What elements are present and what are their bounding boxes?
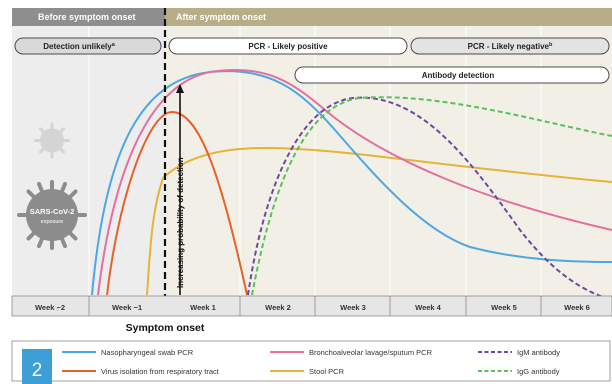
legend-item: Nasopharyngeal swab PCR: [62, 348, 194, 357]
detection-unlikely-pill: [14, 37, 162, 55]
legend-item: Bronchoalveolar lavage/sputum PCR: [270, 348, 433, 357]
detection-curves: [91, 68, 612, 301]
legend-label: IgG antibody: [517, 367, 560, 376]
figure-number: 2: [32, 360, 43, 381]
week-label: Week 5: [491, 303, 517, 312]
probability-axis-label: Increasing probability of detection: [176, 157, 185, 288]
curve-igm-antibody: [247, 96, 612, 301]
arrow-up-icon: [176, 84, 184, 93]
virus-exposure-sublabel: exposure: [41, 219, 64, 225]
legend-item: Stool PCR: [270, 367, 345, 376]
legend: [11, 340, 611, 382]
after-onset-header: [165, 8, 612, 26]
week-axis: [11, 295, 612, 317]
virus-exposure-label: SARS-CoV-2: [30, 207, 75, 216]
legend-item: IgM antibody: [478, 348, 560, 357]
legend-label: Bronchoalveolar lavage/sputum PCR: [309, 348, 433, 357]
week-label: Week 6: [564, 303, 590, 312]
symptom-onset-label: Symptom onset: [126, 322, 205, 334]
before-onset-header: [12, 8, 165, 26]
pcr-likely-positive-pill: [168, 37, 408, 55]
legend-label: Stool PCR: [309, 367, 345, 376]
legend-label: IgM antibody: [517, 348, 560, 357]
pcr-likely-positive-label: PCR - Likely positive: [248, 42, 328, 51]
week-label: Week 1: [190, 303, 216, 312]
pcr-likely-negative-label: PCR - Likely negativeb: [468, 42, 553, 51]
week-label: Week 3: [340, 303, 366, 312]
legend-item: IgG antibody: [478, 367, 560, 376]
week-label: Week −1: [112, 303, 142, 312]
after-onset-title: After symptom onset: [176, 12, 266, 22]
before-onset-title: Before symptom onset: [38, 12, 136, 22]
virus-icon-light: [34, 122, 70, 159]
antibody-detection-pill: [294, 66, 610, 84]
curve-virus-isolation: [106, 110, 248, 296]
legend-item: Virus isolation from respiratory tract: [62, 367, 220, 376]
curve-stool-pcr: [146, 146, 612, 296]
virus-icon-dark: SARS-CoV-2 exposure: [17, 180, 87, 250]
legend-label: Nasopharyngeal swab PCR: [101, 348, 194, 357]
week-axis-dividers: [88, 296, 542, 316]
antibody-detection-label: Antibody detection: [422, 71, 495, 80]
week-label: Week 2: [265, 303, 291, 312]
pcr-likely-negative-pill: [410, 37, 610, 55]
week-label: Week −2: [35, 303, 65, 312]
detection-unlikely-label: Detection unlikelya: [43, 42, 115, 51]
figure-number-badge: [22, 349, 52, 384]
curve-igg-antibody: [251, 96, 612, 296]
probability-arrow: [176, 84, 184, 295]
week-label: Week 4: [415, 303, 442, 312]
curve-bal-pcr: [97, 68, 612, 296]
legend-label: Virus isolation from respiratory tract: [101, 367, 220, 376]
